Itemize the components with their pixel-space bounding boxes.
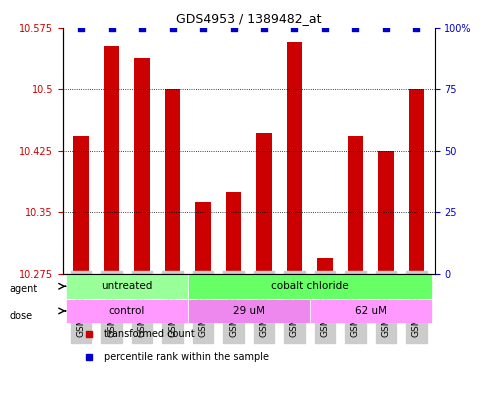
Bar	[196, 202, 211, 274]
Bar	[73, 136, 89, 274]
Point	[229, 24, 237, 31]
Point	[108, 24, 115, 31]
Point	[169, 24, 176, 31]
Bar	[409, 89, 424, 274]
Bar	[66, 299, 188, 323]
Bar	[348, 136, 363, 274]
Text: dose: dose	[10, 311, 33, 321]
Point	[412, 24, 420, 31]
Bar	[66, 274, 188, 299]
Text: transformed count: transformed count	[104, 329, 195, 339]
Bar	[287, 42, 302, 274]
Text: untreated: untreated	[101, 281, 153, 291]
Point	[352, 24, 359, 31]
Point	[199, 24, 207, 31]
Point	[321, 24, 329, 31]
Point	[260, 24, 268, 31]
Bar	[188, 274, 432, 299]
Point	[138, 24, 146, 31]
Point	[77, 24, 85, 31]
Point	[382, 24, 390, 31]
Text: 29 uM: 29 uM	[233, 306, 265, 316]
Title: GDS4953 / 1389482_at: GDS4953 / 1389482_at	[176, 12, 322, 25]
Text: agent: agent	[10, 284, 38, 294]
Bar	[134, 58, 150, 274]
Bar	[226, 192, 241, 274]
Point	[291, 24, 298, 31]
Bar	[378, 151, 394, 274]
Text: percentile rank within the sample: percentile rank within the sample	[104, 352, 269, 362]
Bar	[317, 257, 333, 274]
Bar	[165, 89, 180, 274]
Bar	[188, 299, 310, 323]
Bar	[256, 133, 271, 274]
Bar	[310, 299, 432, 323]
Text: cobalt chloride: cobalt chloride	[271, 281, 349, 291]
Text: control: control	[109, 306, 145, 316]
Bar	[104, 46, 119, 274]
Text: 62 uM: 62 uM	[355, 306, 387, 316]
